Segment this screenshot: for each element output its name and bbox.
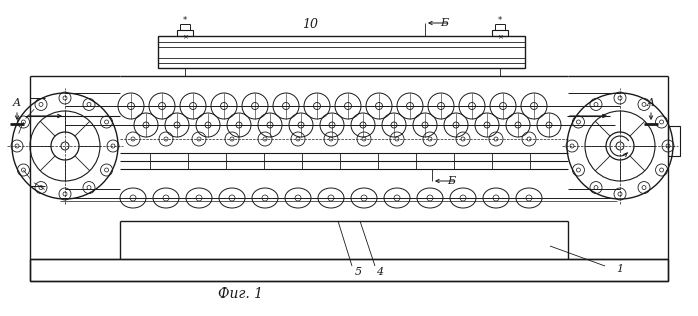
Text: 5: 5 xyxy=(355,267,362,277)
Text: A: A xyxy=(13,98,21,108)
Text: A: A xyxy=(647,98,655,108)
Bar xyxy=(30,259,668,281)
Bar xyxy=(492,30,508,36)
Text: ×: × xyxy=(497,34,503,40)
Text: 4: 4 xyxy=(376,267,384,277)
Text: ×: × xyxy=(182,34,188,40)
Bar xyxy=(158,36,525,68)
Text: Фиг. 1: Фиг. 1 xyxy=(218,287,262,301)
Bar xyxy=(177,30,193,36)
Text: *: * xyxy=(183,15,187,25)
Text: 1: 1 xyxy=(616,264,623,274)
Text: 10: 10 xyxy=(302,19,318,32)
Bar xyxy=(668,126,680,156)
Text: *: * xyxy=(498,15,502,25)
Text: Б: Б xyxy=(447,176,455,186)
Text: Б: Б xyxy=(440,18,448,28)
